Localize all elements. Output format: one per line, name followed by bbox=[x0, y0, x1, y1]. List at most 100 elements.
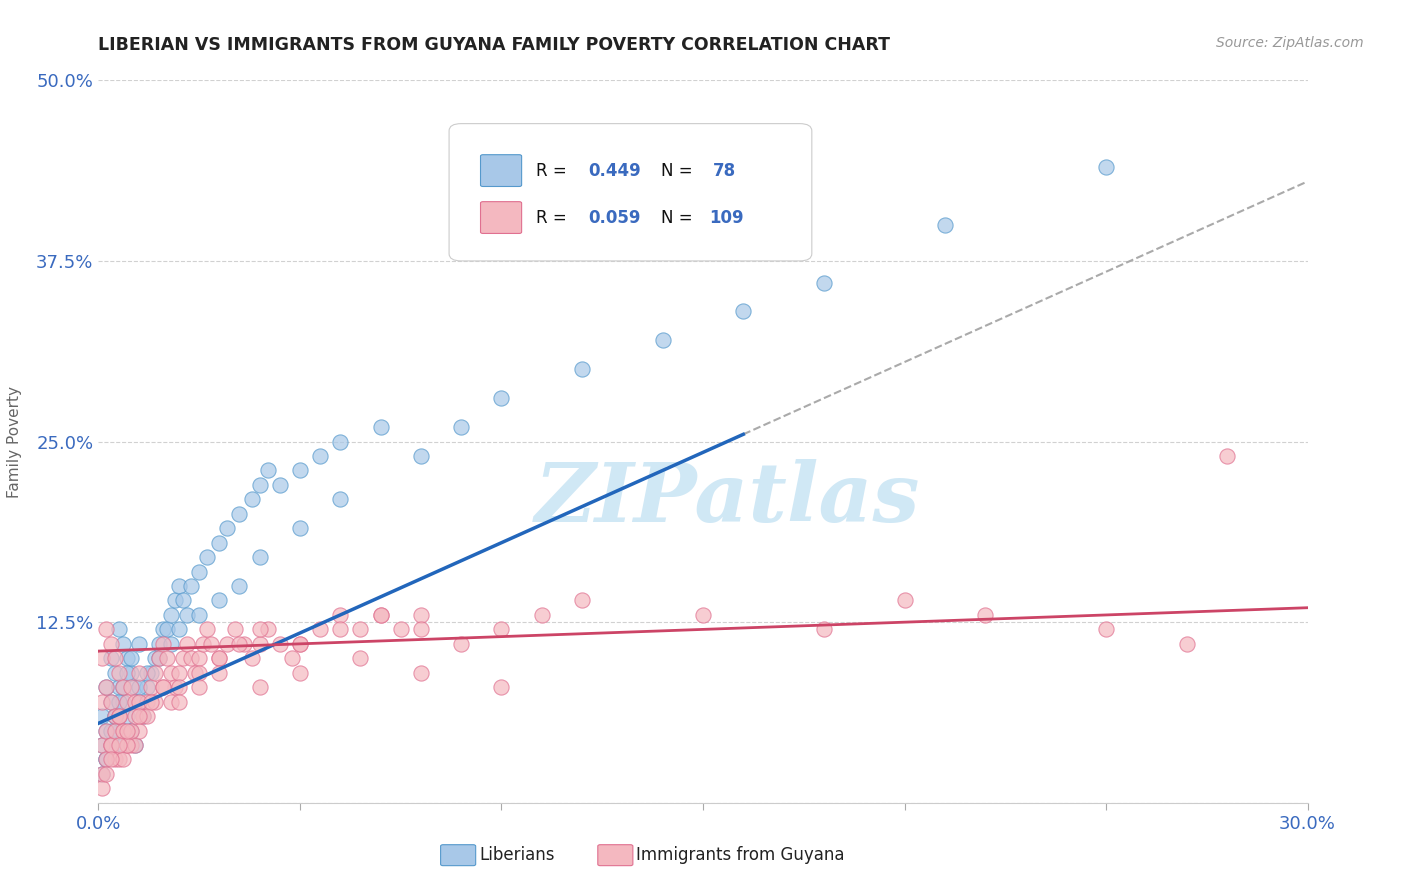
Point bbox=[91, 738, 114, 752]
FancyBboxPatch shape bbox=[481, 202, 522, 234]
Point bbox=[281, 651, 304, 665]
Point bbox=[124, 738, 146, 752]
Y-axis label: Family Poverty: Family Poverty bbox=[7, 385, 22, 498]
Point bbox=[180, 579, 202, 593]
Point bbox=[195, 550, 218, 565]
Point bbox=[208, 593, 231, 607]
Point bbox=[96, 752, 118, 766]
Point bbox=[188, 607, 211, 622]
Point bbox=[139, 695, 162, 709]
Point bbox=[240, 492, 263, 507]
Point bbox=[115, 723, 138, 738]
Text: 0.449: 0.449 bbox=[588, 161, 641, 179]
Point bbox=[188, 651, 211, 665]
Point bbox=[200, 637, 222, 651]
Point bbox=[100, 651, 122, 665]
Point bbox=[100, 637, 122, 651]
Point bbox=[103, 665, 125, 680]
Point bbox=[163, 680, 186, 694]
Point bbox=[167, 623, 190, 637]
Point bbox=[120, 723, 142, 738]
Point bbox=[103, 752, 125, 766]
Point bbox=[91, 738, 114, 752]
Point bbox=[107, 709, 129, 723]
Point bbox=[107, 623, 129, 637]
Point bbox=[172, 593, 194, 607]
Point bbox=[188, 665, 211, 680]
Point bbox=[103, 651, 125, 665]
Point bbox=[128, 709, 150, 723]
Point bbox=[143, 695, 166, 709]
Point bbox=[893, 593, 915, 607]
Point bbox=[256, 623, 278, 637]
Point bbox=[160, 665, 183, 680]
Point bbox=[813, 276, 835, 290]
Point bbox=[193, 637, 215, 651]
Point bbox=[107, 752, 129, 766]
Point bbox=[249, 550, 271, 565]
Text: 0.059: 0.059 bbox=[588, 209, 641, 227]
Point bbox=[163, 593, 186, 607]
Point bbox=[195, 623, 218, 637]
Point bbox=[100, 695, 122, 709]
FancyBboxPatch shape bbox=[598, 845, 633, 865]
Point bbox=[1095, 160, 1118, 174]
Point bbox=[329, 492, 352, 507]
Point bbox=[100, 723, 122, 738]
Point bbox=[107, 680, 129, 694]
Text: N =: N = bbox=[661, 209, 697, 227]
Point bbox=[91, 767, 114, 781]
Point bbox=[124, 738, 146, 752]
Point bbox=[156, 651, 179, 665]
Point bbox=[91, 695, 114, 709]
Point bbox=[288, 637, 311, 651]
Point bbox=[132, 709, 155, 723]
Point bbox=[135, 709, 157, 723]
Point bbox=[128, 637, 150, 651]
Point bbox=[530, 607, 553, 622]
Point bbox=[370, 420, 392, 434]
Point bbox=[160, 607, 183, 622]
Point bbox=[240, 651, 263, 665]
Point bbox=[100, 738, 122, 752]
Point bbox=[128, 695, 150, 709]
Point bbox=[208, 535, 231, 549]
Point bbox=[111, 680, 134, 694]
Point bbox=[160, 695, 183, 709]
Point bbox=[1175, 637, 1198, 651]
Point bbox=[96, 723, 118, 738]
Point bbox=[128, 680, 150, 694]
Point bbox=[450, 637, 472, 651]
Point bbox=[228, 579, 250, 593]
Point bbox=[111, 723, 134, 738]
Point bbox=[107, 665, 129, 680]
Point bbox=[172, 651, 194, 665]
Point bbox=[120, 738, 142, 752]
Point bbox=[148, 651, 170, 665]
Point bbox=[156, 623, 179, 637]
Point bbox=[329, 607, 352, 622]
Point bbox=[120, 723, 142, 738]
Point bbox=[733, 304, 755, 318]
Point bbox=[107, 709, 129, 723]
Text: N =: N = bbox=[661, 161, 697, 179]
Point bbox=[249, 637, 271, 651]
Point bbox=[124, 709, 146, 723]
Point bbox=[1095, 623, 1118, 637]
Point bbox=[115, 695, 138, 709]
Point bbox=[370, 607, 392, 622]
Point bbox=[152, 637, 174, 651]
Point bbox=[115, 651, 138, 665]
Point bbox=[974, 607, 997, 622]
Point bbox=[100, 738, 122, 752]
Point bbox=[120, 665, 142, 680]
Point bbox=[152, 680, 174, 694]
Point bbox=[115, 738, 138, 752]
Point bbox=[96, 680, 118, 694]
Point bbox=[107, 695, 129, 709]
Text: Liberians: Liberians bbox=[479, 846, 555, 863]
Point bbox=[249, 623, 271, 637]
Point bbox=[124, 680, 146, 694]
Point bbox=[148, 637, 170, 651]
Point bbox=[813, 623, 835, 637]
